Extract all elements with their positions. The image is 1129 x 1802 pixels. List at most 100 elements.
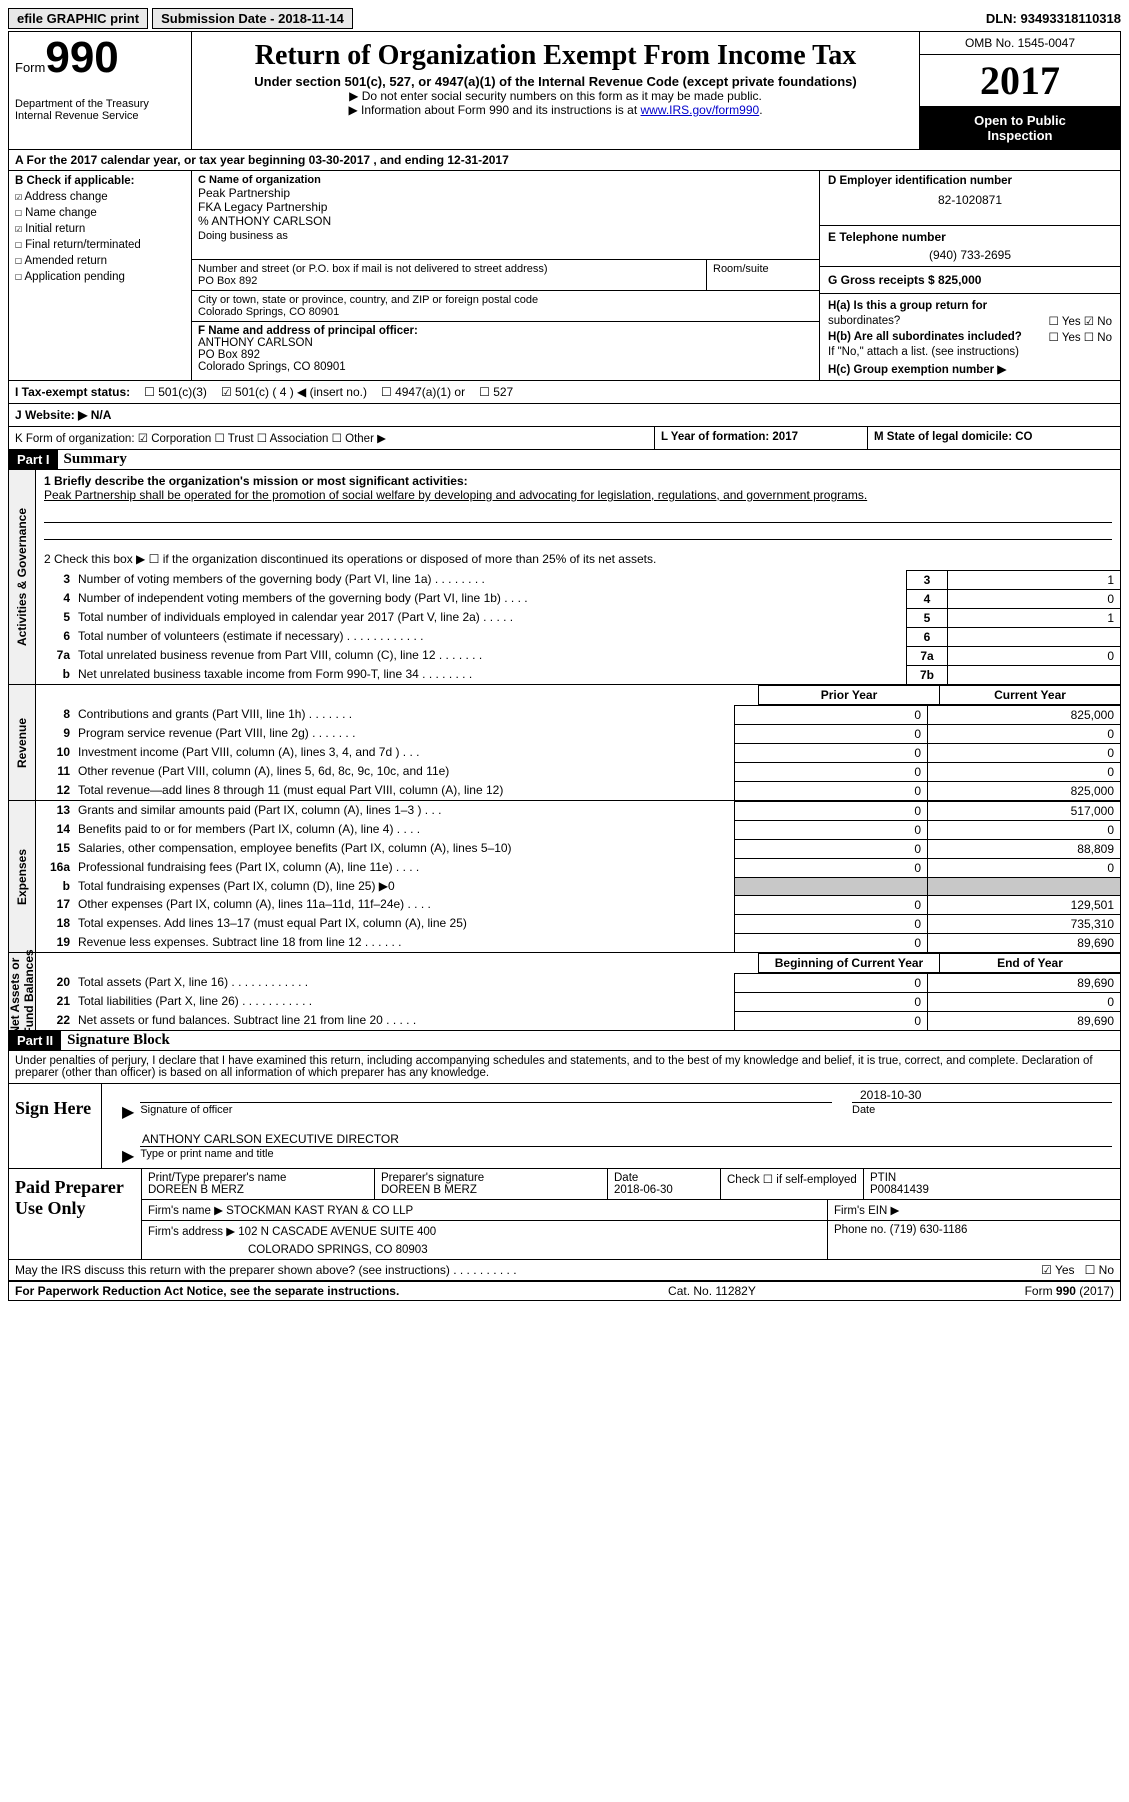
org-name-3: % ANTHONY CARLSON (198, 214, 813, 228)
checkbox-item[interactable]: ☐ Application pending (15, 269, 185, 283)
summary-row: 4Number of independent voting members of… (36, 589, 1120, 608)
financial-row: 13Grants and similar amounts paid (Part … (36, 801, 1120, 820)
q1-text: Peak Partnership shall be operated for t… (44, 488, 1112, 502)
tab-netassets: Net Assets orFund Balances (9, 953, 36, 1030)
m-state: M State of legal domicile: CO (868, 427, 1120, 449)
financial-row: 19Revenue less expenses. Subtract line 1… (36, 933, 1120, 952)
hdr-end: End of Year (939, 953, 1120, 973)
ha-lbl2: subordinates? (828, 315, 900, 327)
sig-officer-lbl: Signature of officer (140, 1102, 832, 1122)
perjury-text: Under penalties of perjury, I declare th… (9, 1051, 1120, 1083)
org-name-1: Peak Partnership (198, 186, 813, 200)
hdr-curr: Current Year (939, 685, 1120, 705)
hdr-beg: Beginning of Current Year (758, 953, 939, 973)
financial-row: 21Total liabilities (Part X, line 26) . … (36, 992, 1120, 1011)
financial-row: bTotal fundraising expenses (Part IX, co… (36, 877, 1120, 895)
box-b-title: B Check if applicable: (15, 175, 185, 187)
financial-row: 16aProfessional fundraising fees (Part I… (36, 858, 1120, 877)
sign-block: Sign Here 2018-10-30 ▶ Signature of offi… (9, 1083, 1120, 1169)
tab-revenue: Revenue (9, 685, 36, 800)
summary-row: bNet unrelated business taxable income f… (36, 665, 1120, 684)
summary-row: 5Total number of individuals employed in… (36, 608, 1120, 627)
sig-date-val: 2018-10-30 (860, 1088, 1120, 1102)
irs-yes[interactable]: ☑ Yes (1041, 1263, 1074, 1277)
room-lbl: Room/suite (706, 260, 819, 290)
checkbox-item[interactable]: ☐ Amended return (15, 253, 185, 267)
gross-receipts: G Gross receipts $ 825,000 (820, 267, 1120, 294)
city-val: Colorado Springs, CO 80901 (198, 306, 813, 318)
bullet-2: Information about Form 990 and its instr… (202, 103, 909, 117)
part-2-header: Part II Signature Block (9, 1031, 1120, 1051)
addr-lbl: Number and street (or P.O. box if mail i… (198, 263, 700, 275)
form-outer: Form 990 Department of the Treasury Inte… (8, 31, 1121, 1301)
sign-here-lbl: Sign Here (9, 1084, 102, 1168)
open-public-2: Inspection (924, 128, 1116, 143)
phone-lbl: E Telephone number (828, 230, 1112, 244)
sig-name-lbl: Type or print name and title (140, 1146, 1112, 1166)
ein-lbl: D Employer identification number (828, 175, 1112, 187)
bullet-1: Do not enter social security numbers on … (202, 89, 909, 103)
officer-l1: ANTHONY CARLSON (198, 337, 813, 349)
hb-note: If "No," attach a list. (see instruction… (828, 346, 1112, 358)
checkbox-item[interactable]: ☐ Name change (15, 205, 185, 219)
summary-row: 3Number of voting members of the governi… (36, 570, 1120, 589)
checkbox-item[interactable]: ☑ Initial return (15, 221, 185, 235)
dln: DLN: 93493318110318 (986, 11, 1121, 26)
financial-row: 12Total revenue—add lines 8 through 11 (… (36, 781, 1120, 800)
form-title: Return of Organization Exempt From Incom… (202, 40, 909, 72)
financial-row: 9Program service revenue (Part VIII, lin… (36, 724, 1120, 743)
financial-row: 18Total expenses. Add lines 13–17 (must … (36, 914, 1120, 933)
row-k: K Form of organization: ☑ Corporation ☐ … (9, 427, 1120, 450)
tab-expenses: Expenses (9, 801, 36, 952)
irs-discuss-row: May the IRS discuss this return with the… (9, 1260, 1120, 1282)
checkbox-item[interactable]: ☑ Address change (15, 189, 185, 203)
paid-preparer-block: Paid Preparer Use Only Print/Type prepar… (9, 1169, 1120, 1260)
addr-val: PO Box 892 (198, 275, 700, 287)
financial-row: 22Net assets or fund balances. Subtract … (36, 1011, 1120, 1030)
row-a: A For the 2017 calendar year, or tax yea… (9, 150, 1120, 171)
arrow-icon: ▶ (122, 1146, 134, 1166)
financial-row: 15Salaries, other compensation, employee… (36, 839, 1120, 858)
arrow-icon: ▶ (122, 1102, 134, 1122)
irs-no[interactable]: ☐ No (1085, 1263, 1114, 1277)
top-bar: efile GRAPHIC print Submission Date - 20… (8, 8, 1121, 29)
row-i: I Tax-exempt status: ☐ 501(c)(3) ☑ 501(c… (9, 381, 1120, 404)
header: Form 990 Department of the Treasury Inte… (9, 32, 1120, 150)
financial-row: 8Contributions and grants (Part VIII, li… (36, 705, 1120, 724)
subtitle-1: Under section 501(c), 527, or 4947(a)(1)… (202, 74, 909, 89)
phone-val: (940) 733-2695 (828, 248, 1112, 262)
officer-l3: Colorado Springs, CO 80901 (198, 361, 813, 373)
sig-date-lbl: Date (852, 1102, 1112, 1122)
ein-val: 82-1020871 (828, 193, 1112, 207)
dept-treasury: Department of the Treasury Internal Reve… (15, 98, 185, 122)
checkbox-item[interactable]: ☐ Final return/terminated (15, 237, 185, 251)
tab-activities: Activities & Governance (9, 470, 36, 684)
irs-link[interactable]: www.IRS.gov/form990 (640, 103, 759, 117)
summary-row: 7aTotal unrelated business revenue from … (36, 646, 1120, 665)
q1: 1 Briefly describe the organization's mi… (44, 474, 1112, 488)
form-number: 990 (45, 36, 118, 80)
tax-year: 2017 (920, 55, 1120, 107)
financial-row: 20Total assets (Part X, line 16) . . . .… (36, 973, 1120, 992)
financial-row: 10Investment income (Part VIII, column (… (36, 743, 1120, 762)
efile-print-button[interactable]: efile GRAPHIC print (8, 8, 148, 29)
financial-row: 17Other expenses (Part IX, column (A), l… (36, 895, 1120, 914)
form-word: Form (15, 60, 45, 75)
submission-date: Submission Date - 2018-11-14 (152, 8, 353, 29)
hb-lbl: H(b) Are all subordinates included? (828, 331, 1022, 343)
part-1-header: Part I Summary (9, 450, 1120, 470)
paid-preparer-lbl: Paid Preparer Use Only (9, 1169, 142, 1259)
omb-number: OMB No. 1545-0047 (920, 32, 1120, 55)
summary-row: 6Total number of volunteers (estimate if… (36, 627, 1120, 646)
officer-l2: PO Box 892 (198, 349, 813, 361)
section-b: B Check if applicable: ☑ Address change ☐… (9, 171, 1120, 381)
financial-row: 11Other revenue (Part VIII, column (A), … (36, 762, 1120, 781)
org-name-2: FKA Legacy Partnership (198, 200, 813, 214)
row-j: J Website: ▶ N/A (9, 404, 1120, 427)
dba-lbl: Doing business as (198, 230, 813, 242)
hdr-prior: Prior Year (758, 685, 939, 705)
footer: For Paperwork Reduction Act Notice, see … (9, 1282, 1120, 1300)
hc-lbl: H(c) Group exemption number ▶ (828, 364, 1006, 376)
box-c-lbl: C Name of organization (198, 174, 813, 186)
open-public-1: Open to Public (924, 113, 1116, 128)
